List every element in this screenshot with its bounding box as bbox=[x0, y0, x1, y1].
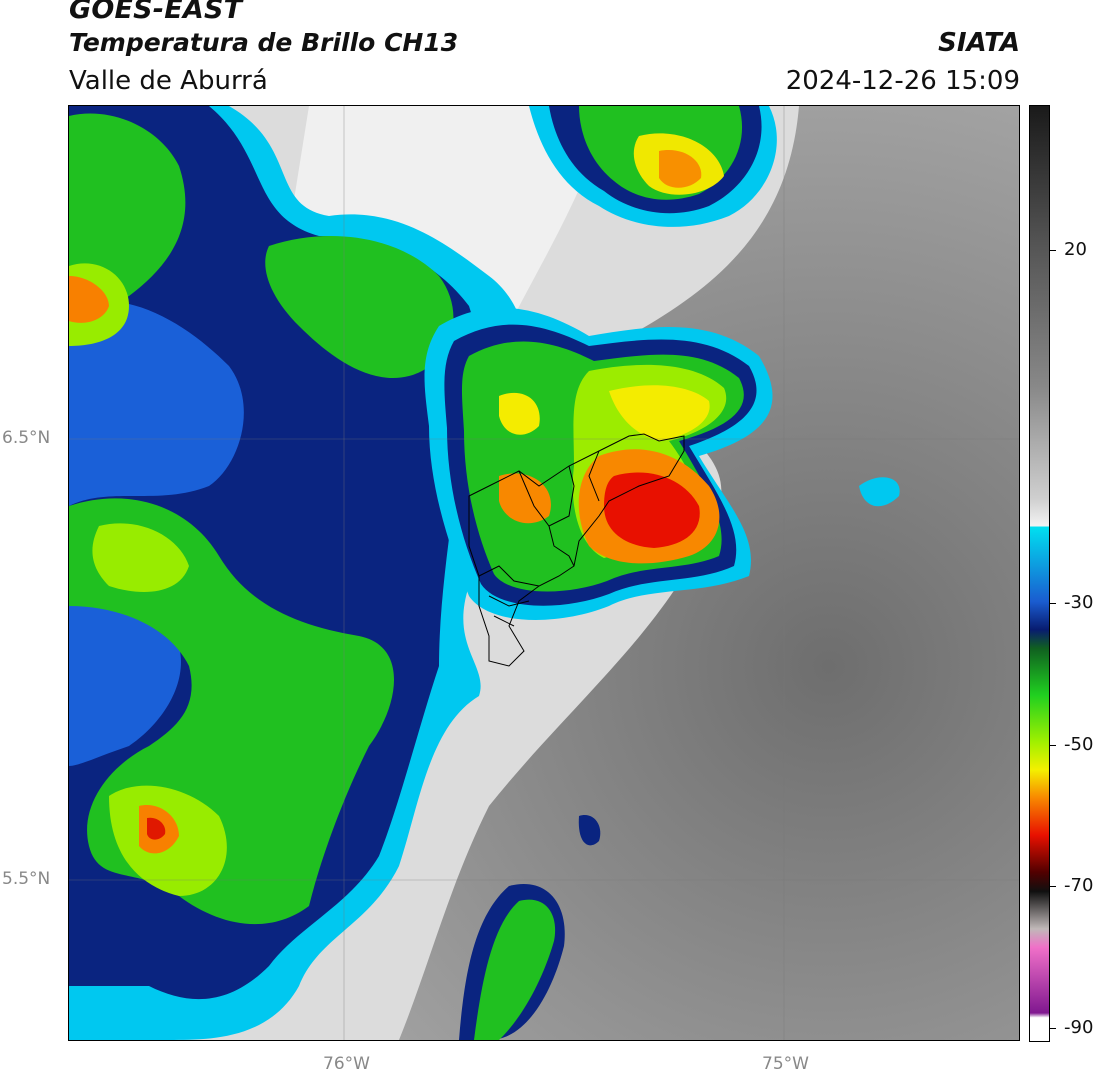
product-title: Temperatura de Brillo CH13 bbox=[69, 28, 459, 57]
lon-label-75: 75°W bbox=[762, 1054, 809, 1074]
colorbar-tick-minus30 bbox=[1050, 603, 1056, 604]
lon-label-76: 76°W bbox=[323, 1054, 370, 1074]
lat-label-5-5: 5.5°N bbox=[2, 869, 51, 889]
cloud-cell-small bbox=[578, 815, 601, 846]
colorbar-label-minus70: -70 bbox=[1064, 875, 1094, 896]
colorbar-label-minus50: -50 bbox=[1064, 734, 1094, 755]
temperature-colorbar bbox=[1029, 105, 1050, 1042]
cloud-lime-left bbox=[69, 263, 227, 896]
satellite-title: GOES-EAST bbox=[69, 0, 243, 25]
map-canvas bbox=[69, 106, 1019, 1040]
colorbar-tick-20 bbox=[1050, 250, 1056, 251]
colorbar-canvas bbox=[1030, 106, 1049, 1041]
cloud-green-left bbox=[69, 113, 454, 925]
cloud-yellow-center bbox=[499, 385, 710, 441]
colorbar-label-20: 20 bbox=[1064, 239, 1087, 260]
cloud-red-left bbox=[147, 817, 166, 840]
timestamp-label: 2024-12-26 15:09 bbox=[785, 66, 1020, 96]
colorbar-tick-minus70 bbox=[1050, 886, 1056, 887]
cloud-blue-left bbox=[69, 300, 319, 826]
organization-label: SIATA bbox=[938, 28, 1020, 58]
cloud-cell-east bbox=[859, 477, 900, 507]
brightness-temperature-map[interactable] bbox=[68, 105, 1020, 1041]
cloud-orange-top bbox=[659, 150, 702, 188]
cloud-cell-south-green bbox=[474, 899, 556, 1040]
region-title: Valle de Aburrá bbox=[69, 66, 268, 96]
colorbar-tick-minus90 bbox=[1050, 1028, 1056, 1029]
colorbar-tick-minus50 bbox=[1050, 745, 1056, 746]
colorbar-gradient bbox=[1030, 106, 1049, 1041]
valle-de-aburra-municipalities bbox=[468, 433, 685, 667]
colorbar-label-minus30: -30 bbox=[1064, 592, 1094, 613]
lat-label-6-5: 6.5°N bbox=[2, 428, 51, 448]
colorbar-label-minus90: -90 bbox=[1064, 1017, 1094, 1038]
